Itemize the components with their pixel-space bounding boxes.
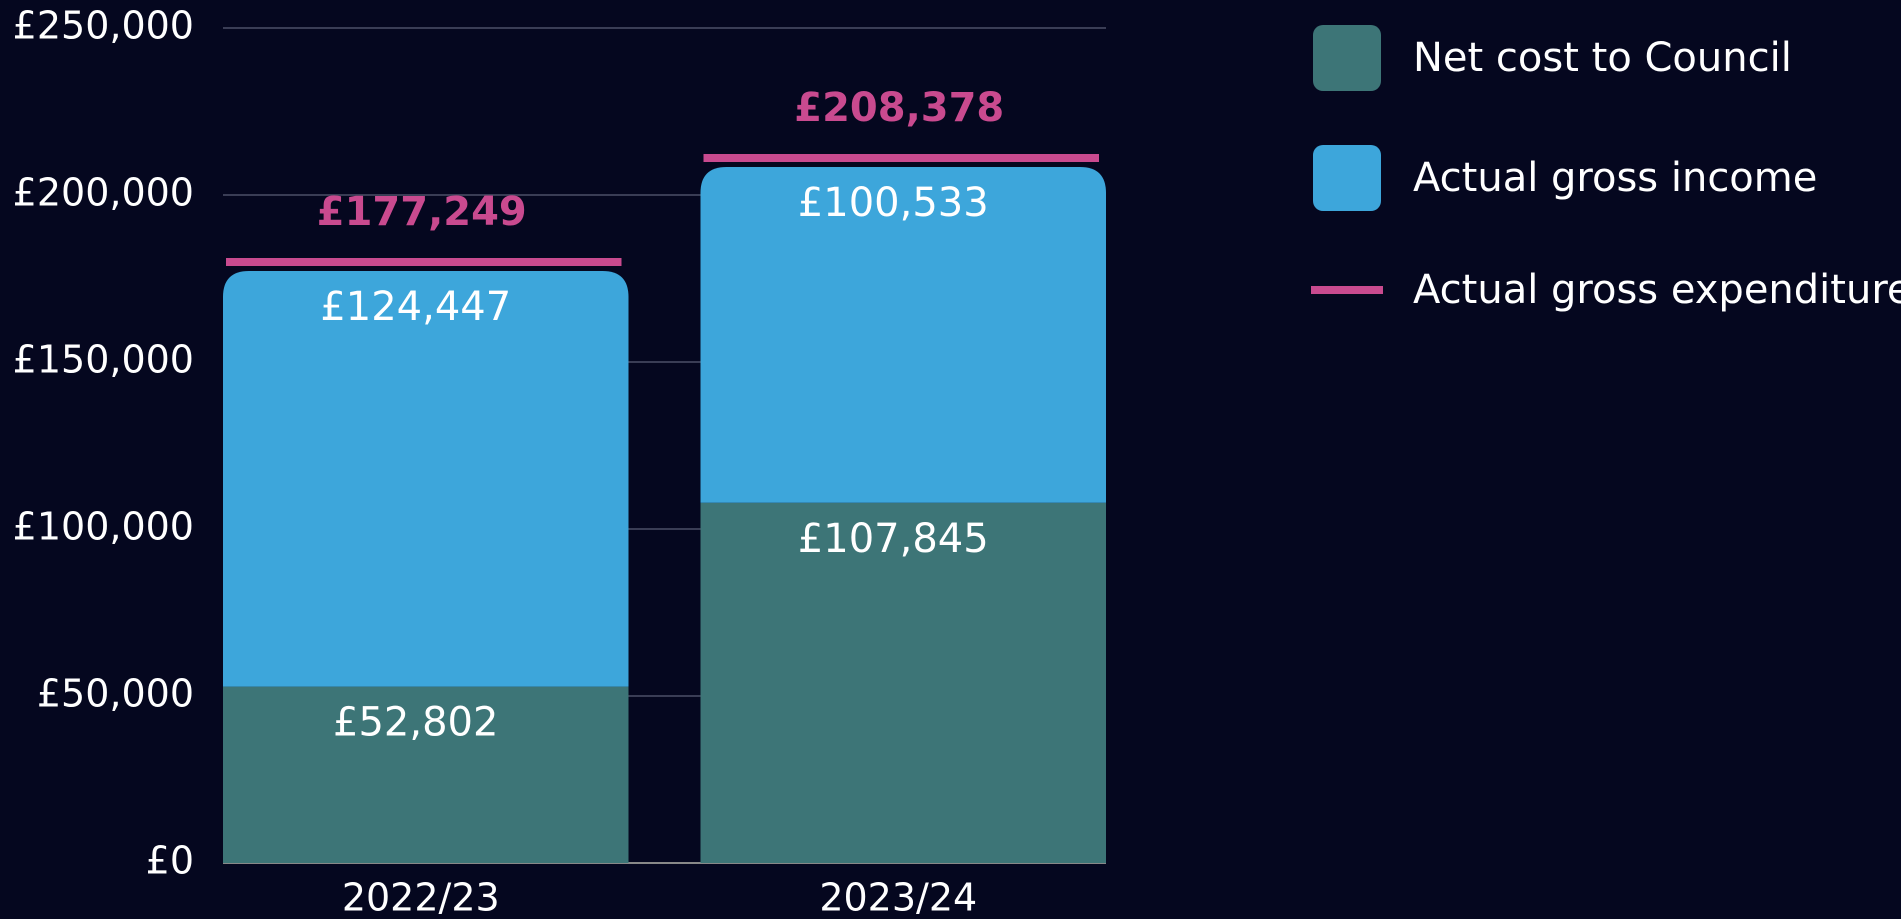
legend-swatch (1313, 25, 1381, 91)
x-tick-label: 2022/23 (342, 876, 500, 919)
x-tick-label: 2023/24 (819, 876, 977, 919)
expenditure-label: £208,378 (794, 85, 1004, 131)
y-tick-label: £0 (146, 839, 194, 883)
legend-swatch (1313, 145, 1381, 211)
expenditure-label: £177,249 (317, 189, 527, 235)
bar-segment (700, 502, 1106, 863)
bar-segment (700, 167, 1106, 503)
y-tick-label: £100,000 (13, 505, 194, 549)
bar-segment (223, 686, 629, 863)
y-tick-label: £200,000 (13, 171, 194, 215)
legend-label: Actual gross income (1413, 155, 1817, 201)
value-label: £107,845 (798, 516, 989, 562)
y-tick-label: £50,000 (37, 672, 194, 716)
value-label: £124,447 (320, 284, 511, 330)
bar-segment (223, 270, 629, 687)
value-label: £52,802 (333, 700, 498, 746)
legend-label: Actual gross expenditure (1413, 267, 1901, 313)
value-label: £100,533 (798, 180, 989, 226)
y-tick-label: £150,000 (13, 338, 194, 382)
legend-label: Net cost to Council (1413, 35, 1792, 81)
y-tick-label: £250,000 (13, 4, 194, 48)
